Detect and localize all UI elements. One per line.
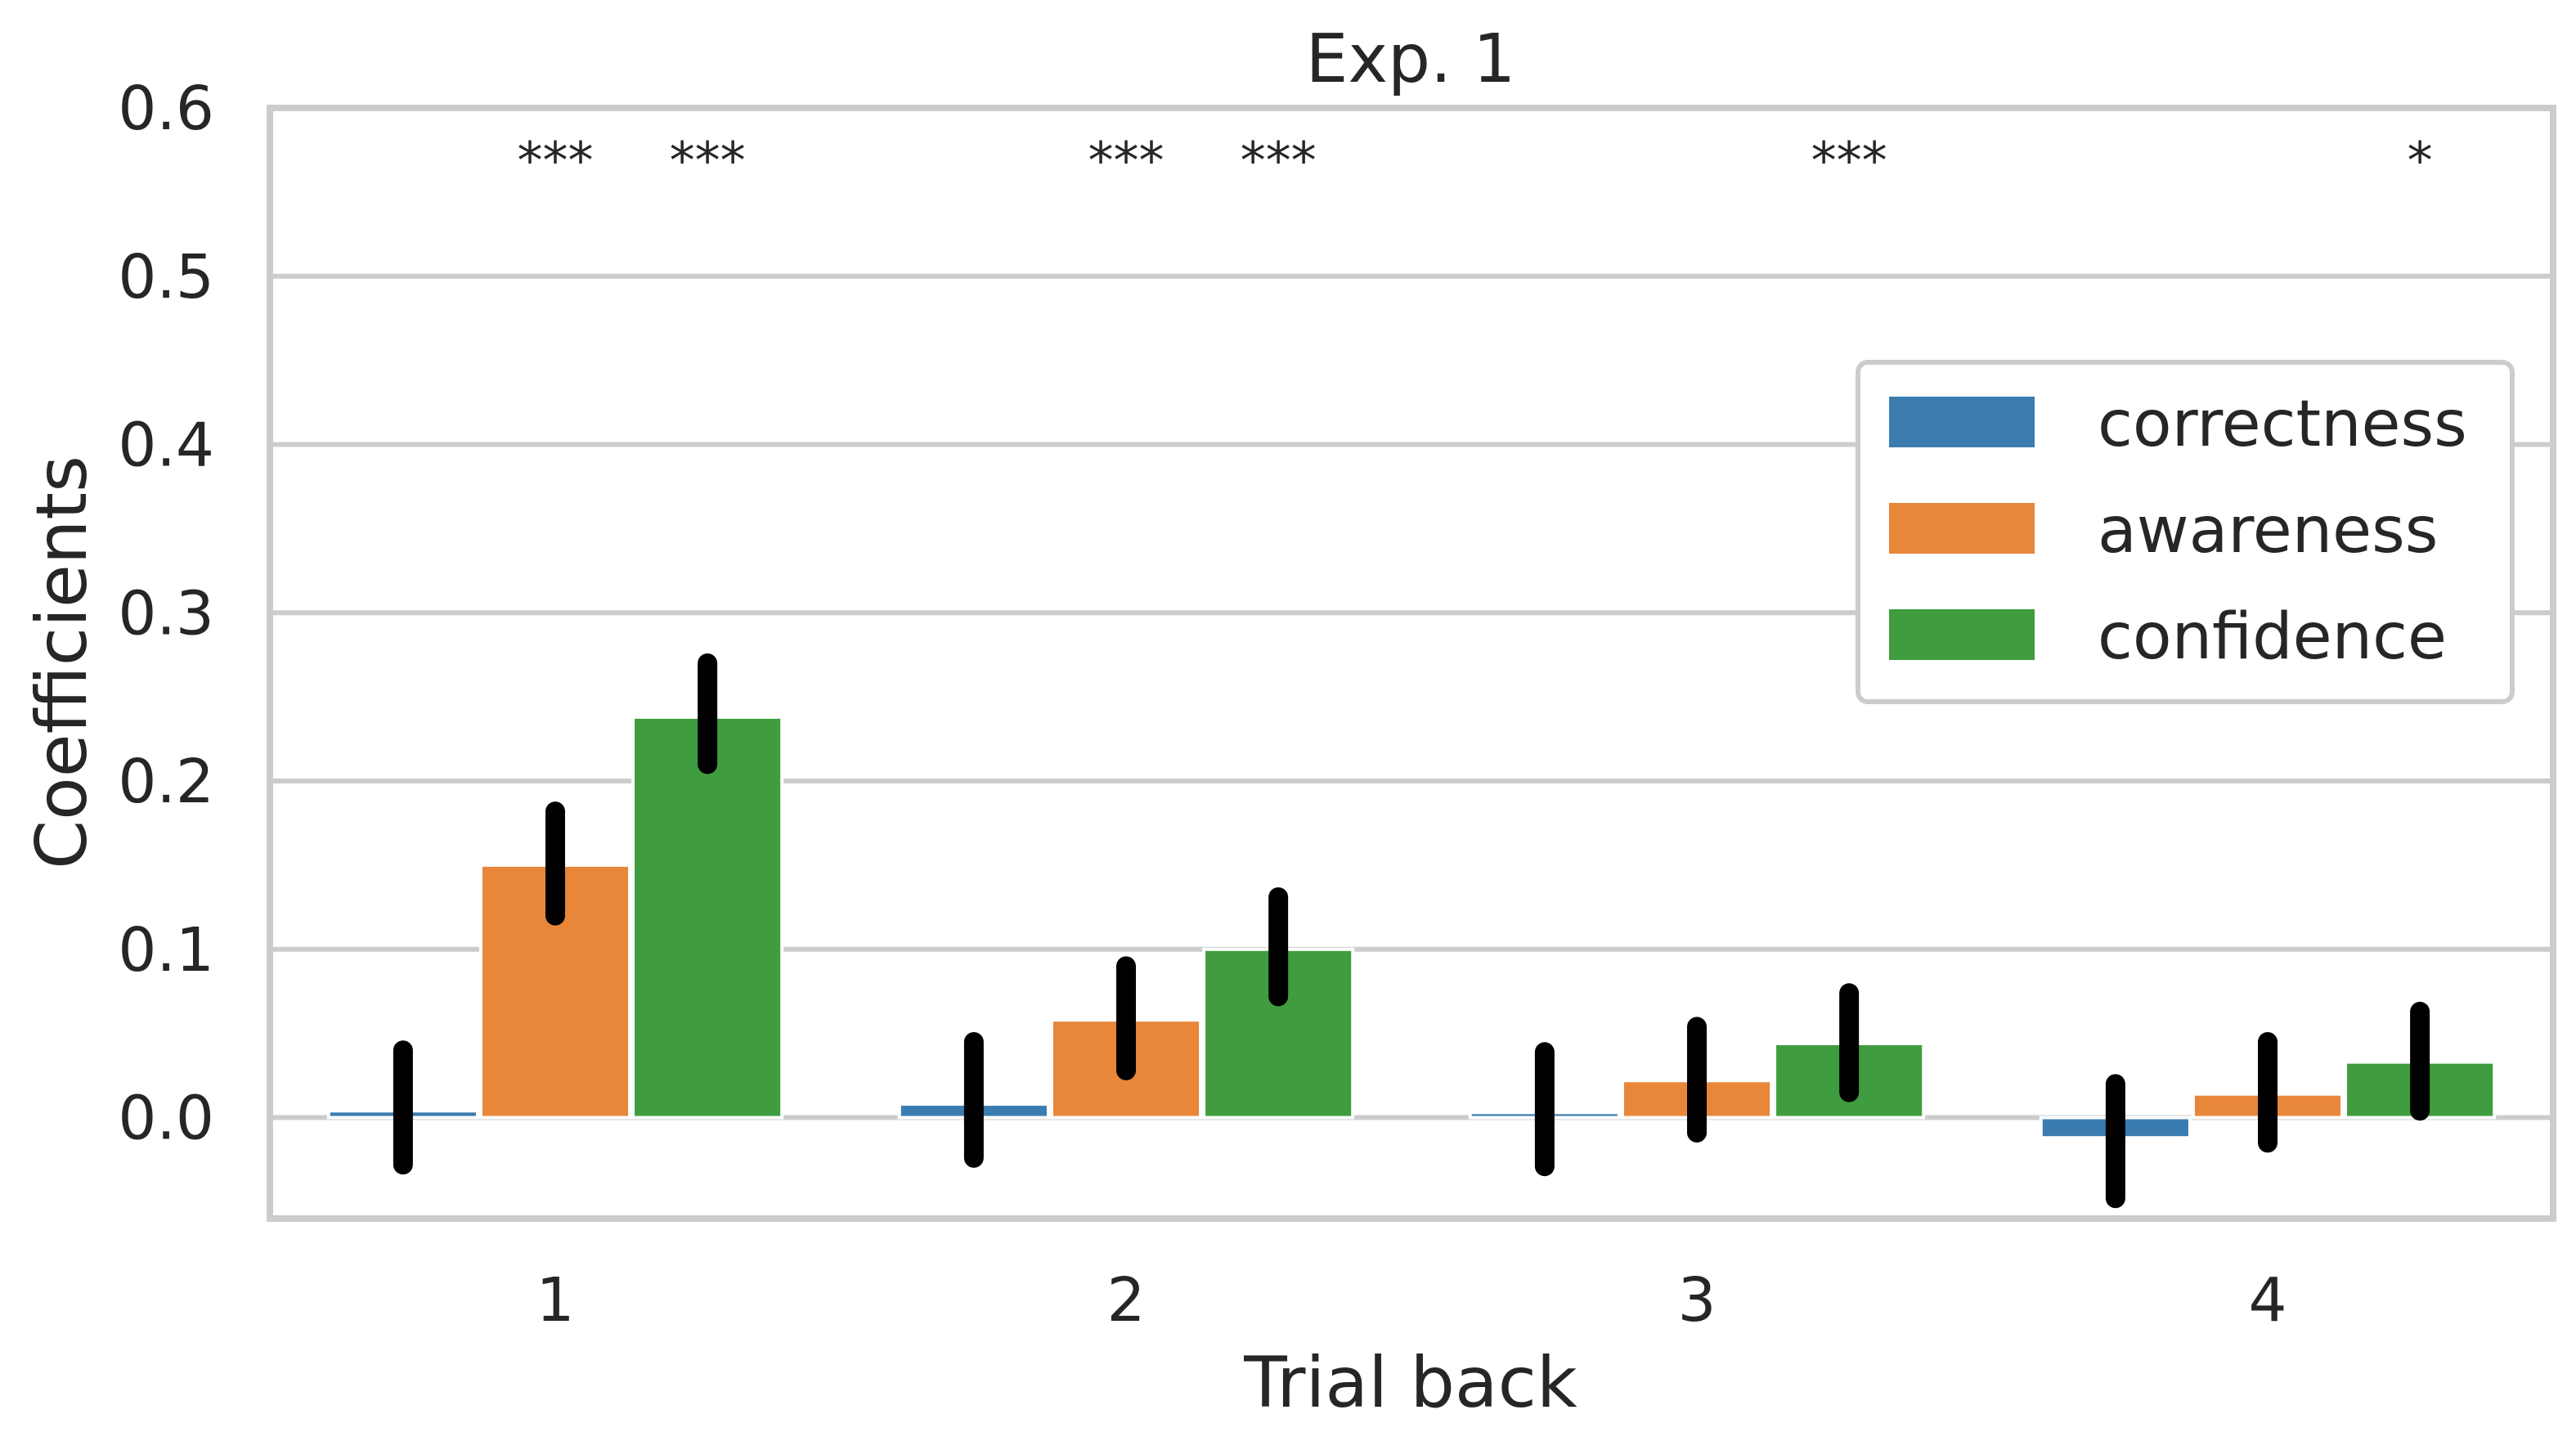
y-tick-label: 0.5: [118, 242, 214, 312]
y-tick-label: 0.2: [118, 747, 214, 817]
x-tick-labels: 1 2 3 4: [536, 1265, 2287, 1336]
x-tick-label: 2: [1106, 1265, 1145, 1336]
significance-label: ***: [1811, 131, 1887, 191]
legend-swatch: [1889, 503, 2035, 554]
y-tick-labels: 0.0 0.1 0.2 0.3 0.4 0.5 0.6: [118, 74, 214, 1154]
x-tick-label: 4: [2248, 1265, 2287, 1336]
plot-frame: [267, 105, 2556, 1222]
significance-label: ***: [670, 131, 746, 191]
significance-label: ***: [518, 131, 594, 191]
legend: correctness awareness confidence: [1856, 360, 2515, 704]
y-tick-label: 0.6: [118, 74, 214, 144]
y-tick-label: 0.1: [118, 915, 214, 985]
significance-label: ***: [1088, 131, 1165, 191]
legend-label: awareness: [2098, 494, 2438, 568]
significance-markers: *** *** *** *** *** *: [518, 131, 2433, 191]
y-tick-label: 0.3: [118, 578, 214, 649]
legend-label: confidence: [2098, 600, 2447, 674]
y-tick-label: 0.4: [118, 411, 214, 481]
significance-label: ***: [1241, 131, 1317, 191]
x-tick-label: 1: [536, 1265, 574, 1336]
y-tick-label: 0.0: [118, 1084, 214, 1154]
x-axis-label: Trial back: [1243, 1342, 1577, 1424]
legend-swatch: [1889, 609, 2035, 660]
y-axis-label: Coefficients: [21, 456, 103, 869]
significance-label: *: [2408, 131, 2433, 191]
bar: [631, 715, 784, 1120]
legend-swatch: [1889, 397, 2035, 447]
chart-title: Exp. 1: [1306, 20, 1516, 98]
error-bars: [393, 653, 2430, 1209]
x-tick-label: 3: [1677, 1265, 1716, 1336]
legend-label: correctness: [2098, 388, 2467, 461]
